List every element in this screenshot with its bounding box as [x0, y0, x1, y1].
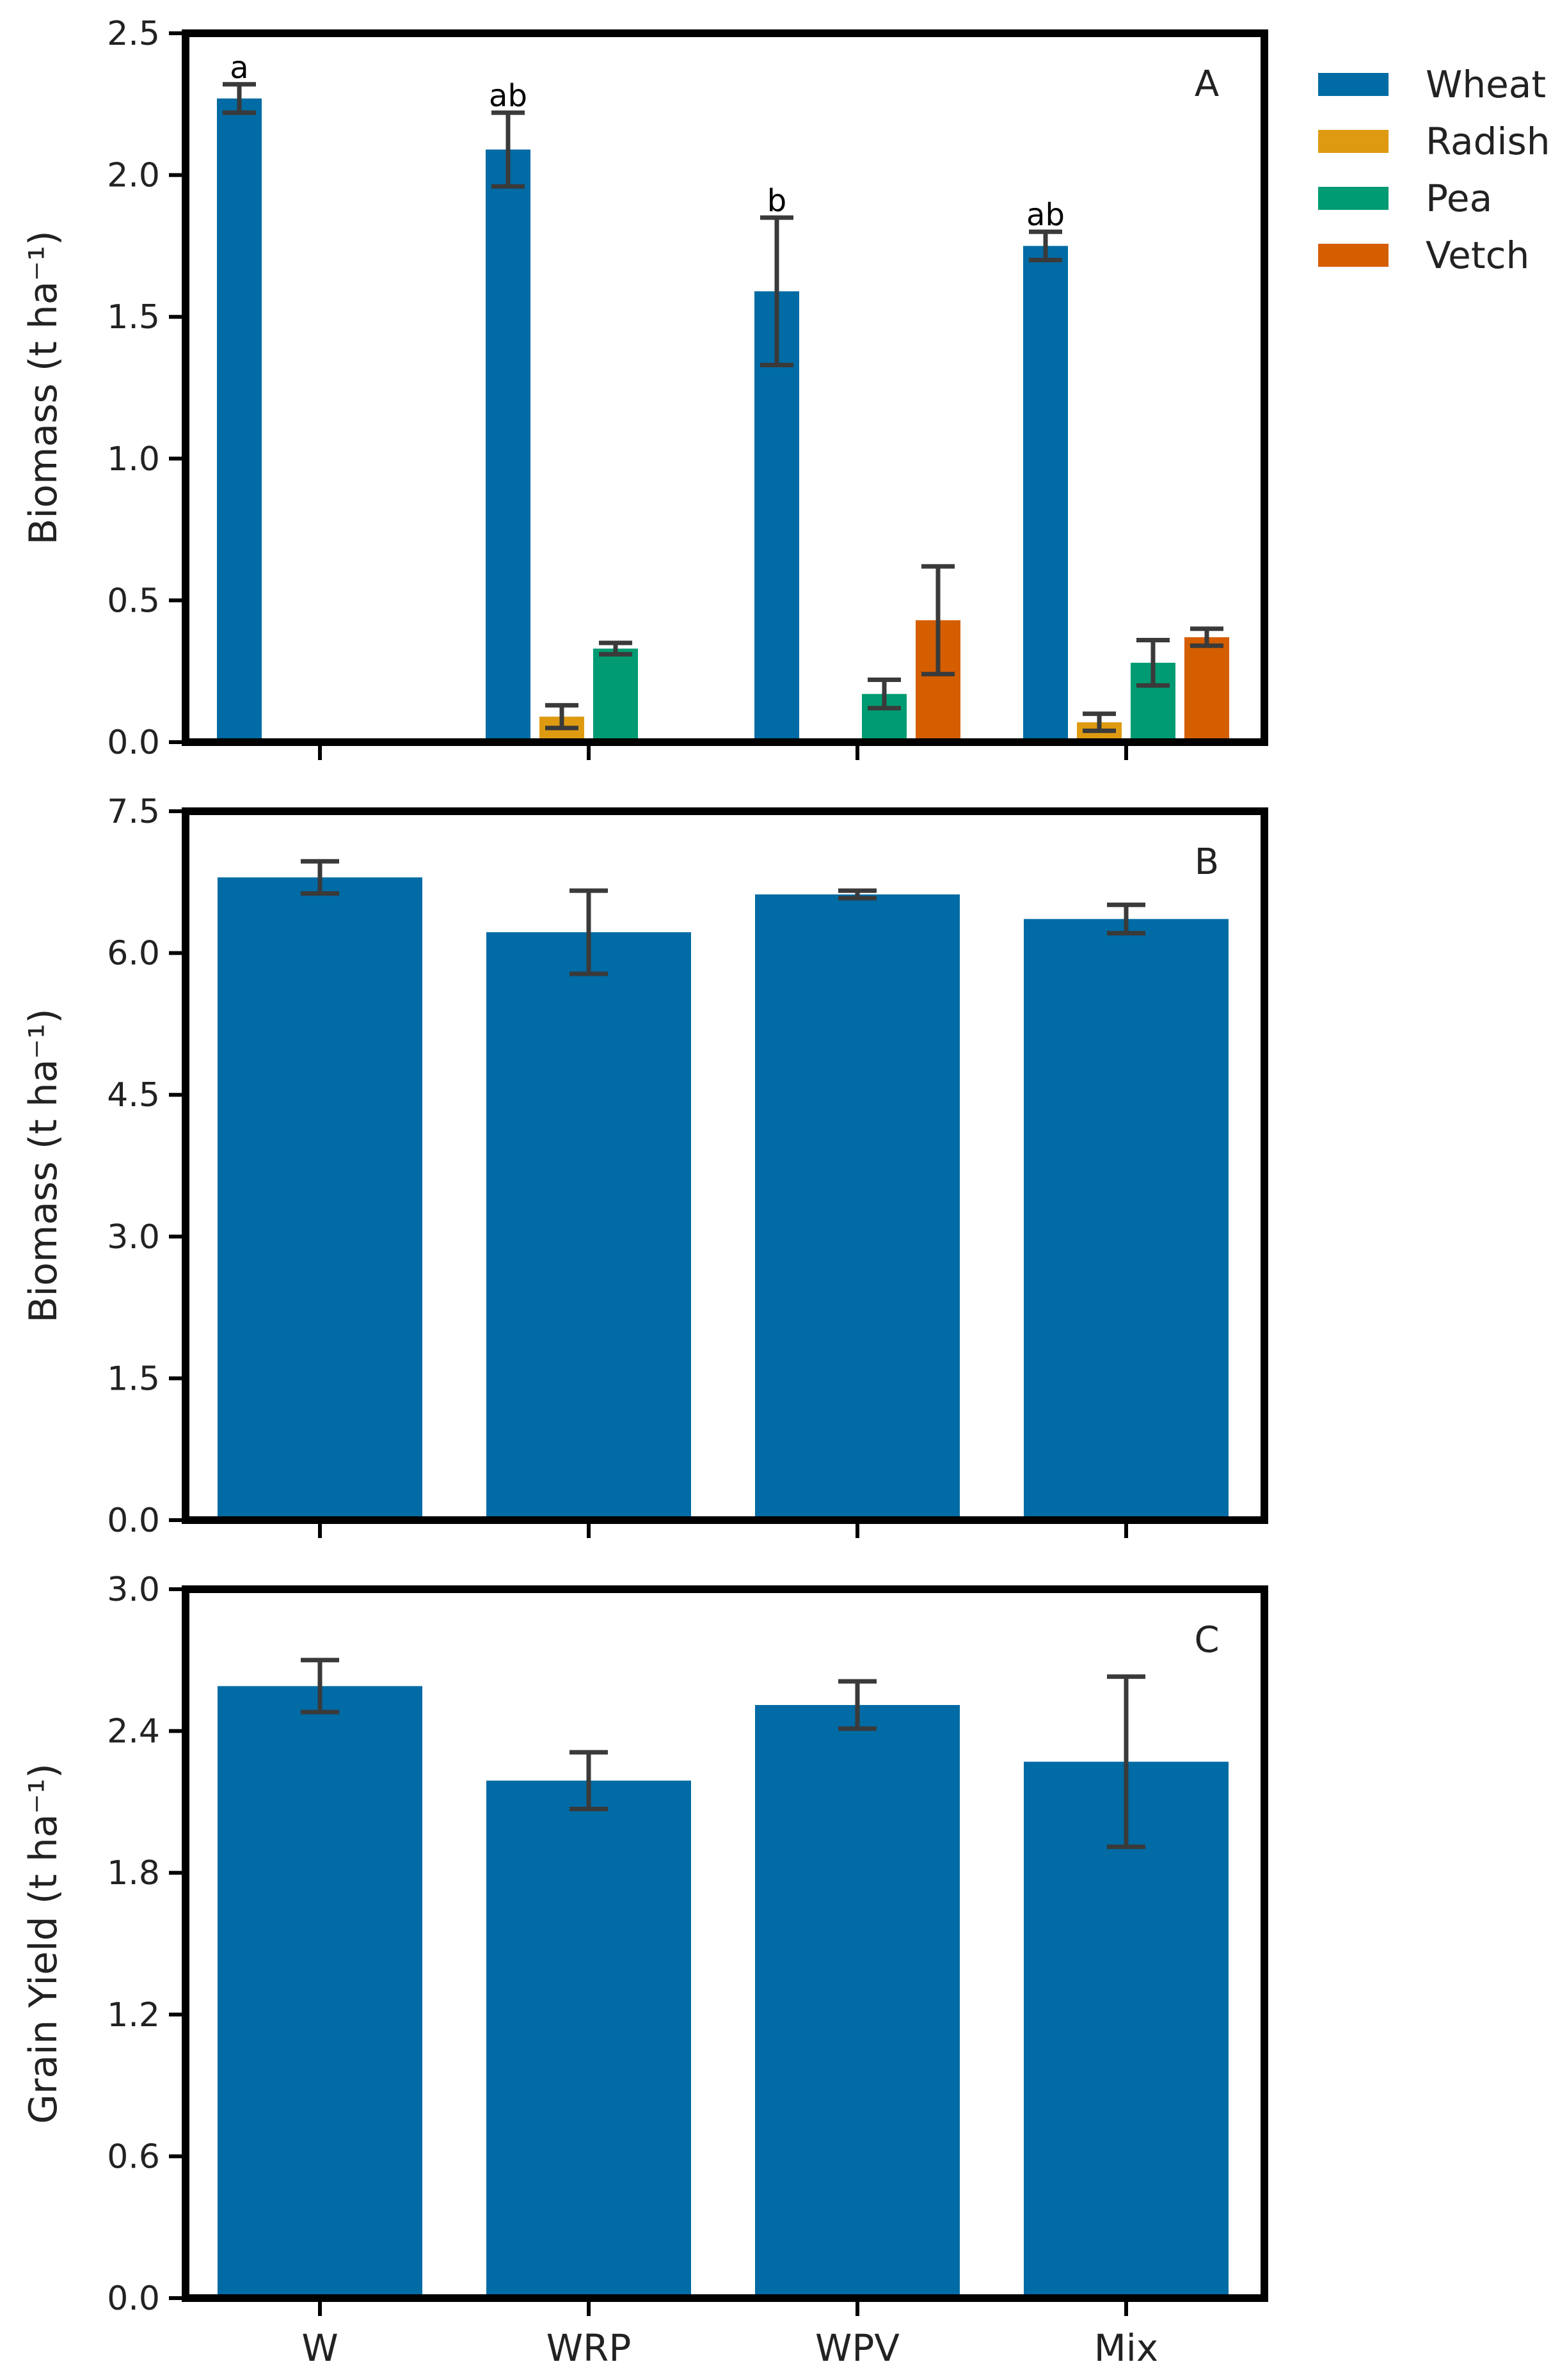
- significance-letter: ab: [1026, 197, 1065, 233]
- y-tick-label: 1.5: [107, 1360, 160, 1398]
- y-tick-label: 7.5: [107, 793, 160, 831]
- y-tick-label: 1.5: [107, 298, 160, 337]
- legend-swatch-radish: [1318, 130, 1389, 153]
- legend-label-radish: Radish: [1426, 120, 1550, 163]
- legend-swatch-pea: [1318, 187, 1389, 210]
- error-bar: [1083, 711, 1116, 733]
- error-bar: [545, 702, 578, 731]
- bar-b-wheat-wpv: [755, 894, 960, 1520]
- error-bar: [1190, 626, 1223, 648]
- significance-letter: a: [230, 50, 248, 86]
- y-tick-label: 0.0: [107, 2280, 160, 2318]
- error-bar: [491, 110, 525, 189]
- bar-c-wheat-mix: [1024, 1761, 1229, 2298]
- panel-letter: B: [1195, 841, 1219, 883]
- panel-letter: A: [1195, 63, 1219, 105]
- error-bar: [1107, 902, 1145, 936]
- bar-a-vetch-mix: [1184, 637, 1229, 742]
- y-axis-label: Biomass (t ha⁻¹): [21, 230, 66, 544]
- y-tick-label: 1.2: [107, 1996, 160, 2035]
- y-tick-label: 0.5: [107, 582, 160, 620]
- y-axis-label: Grain Yield (t ha⁻¹): [21, 1763, 66, 2124]
- significance-letter: b: [767, 183, 786, 219]
- error-bar: [838, 888, 877, 901]
- y-tick-label: 0.0: [107, 724, 160, 762]
- legend-label-vetch: Vetch: [1426, 234, 1529, 277]
- y-tick-label: 1.0: [107, 440, 160, 479]
- legend-label-pea: Pea: [1426, 177, 1492, 220]
- error-bar: [599, 640, 632, 657]
- legend-swatch-vetch: [1318, 244, 1389, 267]
- bar-b-wheat-mix: [1024, 919, 1229, 1520]
- x-tick-label: W: [301, 2326, 338, 2370]
- y-axis-label: Biomass (t ha⁻¹): [21, 1008, 66, 1322]
- y-tick-label: 2.0: [107, 157, 160, 195]
- error-bar: [921, 564, 955, 677]
- bar-c-wheat-w: [218, 1686, 422, 2298]
- bar-a-wheat-mix: [1023, 246, 1068, 742]
- error-bar: [1107, 1674, 1145, 1850]
- y-tick-label: 4.5: [107, 1076, 160, 1115]
- bar-a-pea-wrp: [593, 648, 638, 742]
- panel-b: 0.0 1.5 3.0 4.5 6.0 7.5 Biomass (t ha⁻¹) B: [21, 793, 1268, 1540]
- legend-label-wheat: Wheat: [1426, 63, 1546, 106]
- error-bar: [1136, 637, 1170, 688]
- error-bar: [301, 1658, 339, 1715]
- plot-frame: [182, 29, 1268, 746]
- panel-c: 0.0 0.6 1.2 1.8 2.4 3.0 W WRP WPV Mix Grain Yield …: [21, 1571, 1268, 2370]
- y-tick-label: 6.0: [107, 935, 160, 973]
- bar-b-wheat-w: [218, 877, 422, 1520]
- legend-swatch-wheat: [1318, 73, 1389, 96]
- legend: Wheat Radish Pea Vetch: [1318, 63, 1550, 277]
- y-tick-label: 3.0: [107, 1571, 160, 1609]
- bar-c-wheat-wpv: [755, 1704, 960, 2298]
- bar-a-wheat-wrp: [486, 149, 530, 742]
- y-tick-label: 0.6: [107, 2138, 160, 2176]
- y-tick-label: 0.0: [107, 1502, 160, 1540]
- error-bar: [223, 82, 256, 115]
- plot-frame: [182, 807, 1268, 1524]
- y-tick-label: 3.0: [107, 1218, 160, 1257]
- error-bar: [569, 888, 608, 976]
- error-bar: [760, 215, 793, 368]
- error-bar: [1029, 229, 1062, 263]
- error-bar: [301, 859, 339, 896]
- error-bar: [569, 1750, 608, 1811]
- error-bar: [838, 1679, 877, 1731]
- bar-b-wheat-wrp: [486, 932, 691, 1520]
- y-tick-label: 1.8: [107, 1854, 160, 1892]
- x-tick-label: WRP: [546, 2326, 632, 2370]
- y-tick-label: 2.4: [107, 1713, 160, 1751]
- panel-letter: C: [1194, 1619, 1219, 1661]
- x-tick-label: Mix: [1094, 2326, 1158, 2370]
- plot-frame: [182, 1585, 1268, 2302]
- error-bar: [868, 677, 901, 711]
- significance-letter: ab: [489, 78, 527, 114]
- bar-a-wheat-w: [217, 98, 262, 742]
- y-tick-label: 2.5: [107, 15, 160, 53]
- bar-c-wheat-wrp: [486, 1781, 691, 2298]
- x-tick-label: WPV: [815, 2326, 900, 2370]
- panel-a: a ab b ab 0.0 0.5 1.0 1.5 2.0 2.5 Biomass (t ha⁻¹)…: [21, 15, 1268, 762]
